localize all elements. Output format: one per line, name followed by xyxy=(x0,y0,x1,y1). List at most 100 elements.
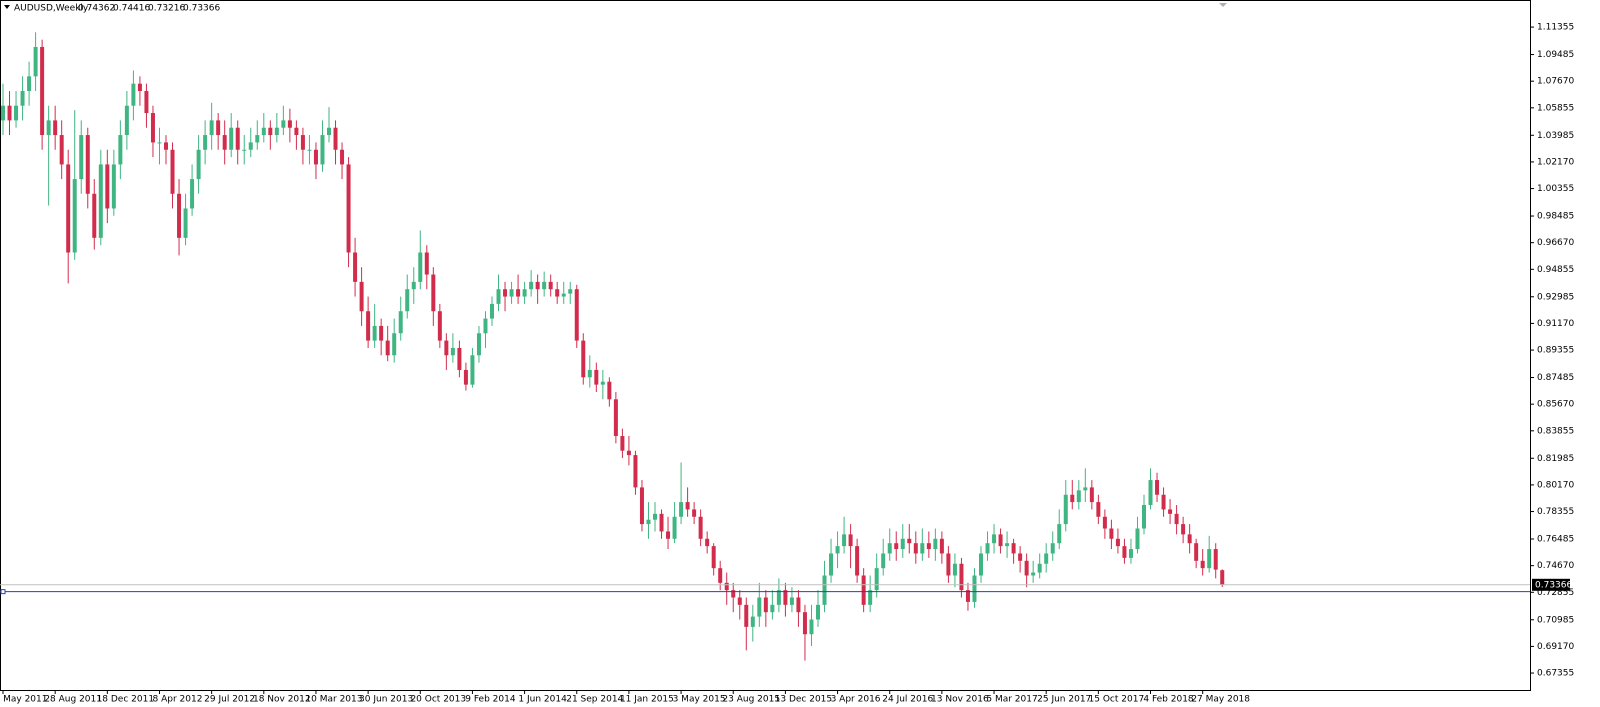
shift-marker xyxy=(1219,3,1227,7)
candle-body xyxy=(972,575,977,602)
candle-body xyxy=(98,164,103,238)
candle-body xyxy=(594,369,599,385)
candle-body xyxy=(874,568,879,591)
candle-body xyxy=(705,538,710,547)
candle-body xyxy=(1102,516,1107,529)
candle-body xyxy=(1076,490,1081,503)
candle-body xyxy=(587,369,592,378)
y-tick-label: 0.91170 xyxy=(1537,319,1574,329)
x-tick-label: 28 Aug 2011 xyxy=(44,695,102,705)
candle-body xyxy=(353,252,358,282)
candle-body xyxy=(242,149,247,151)
candle-body xyxy=(842,534,847,547)
candle-body xyxy=(1142,505,1146,529)
candle-body xyxy=(170,149,175,194)
y-tick-label: 1.11355 xyxy=(1537,23,1574,33)
y-tick-label: 0.69170 xyxy=(1537,642,1574,652)
candle-body xyxy=(183,208,188,238)
candle-body xyxy=(653,513,657,520)
candle-body xyxy=(750,616,755,627)
y-tick-label: 1.03985 xyxy=(1537,131,1574,141)
candle-body xyxy=(164,142,168,150)
candle-body xyxy=(1161,494,1166,510)
x-tick-label: 11 Jan 2015 xyxy=(620,695,674,705)
candle-body xyxy=(137,83,142,92)
candle-body xyxy=(731,590,736,598)
candle-body xyxy=(1005,543,1010,547)
candle-body xyxy=(79,135,84,180)
candle-body xyxy=(600,381,605,385)
candle-body xyxy=(1031,572,1036,576)
candle-body xyxy=(770,604,775,613)
candle-body xyxy=(868,590,873,605)
symbol-label: AUDUSD,Weekly xyxy=(14,4,89,14)
candle-body xyxy=(620,436,625,451)
candle-body xyxy=(1,105,5,121)
candle-body xyxy=(92,193,97,238)
candle-body xyxy=(1037,563,1042,573)
candle-body xyxy=(281,120,286,128)
x-tick-label: 8 Apr 2012 xyxy=(153,695,203,705)
candle-body xyxy=(379,325,384,341)
y-tick-label: 0.96670 xyxy=(1537,238,1574,248)
hline-handle xyxy=(0,589,6,595)
candle-body xyxy=(476,333,481,356)
candle-body xyxy=(535,281,540,290)
menu-arrow[interactable] xyxy=(4,5,10,9)
candle-body xyxy=(979,553,983,576)
price-tag xyxy=(1532,578,1570,591)
candle-body xyxy=(418,252,423,282)
candle-body xyxy=(718,568,723,583)
candle-body xyxy=(757,597,762,617)
header-values: 0.74362 0.74416 0.73216 0.73366 xyxy=(78,4,220,14)
candle-body xyxy=(1213,549,1218,570)
candle-body xyxy=(626,450,631,456)
candle-body xyxy=(27,76,32,92)
candle-body xyxy=(1115,538,1120,547)
x-tick-label: 4 Feb 2018 xyxy=(1143,695,1194,705)
x-tick-label: 3 Apr 2016 xyxy=(831,695,881,705)
candle-body xyxy=(405,289,410,312)
candle-body xyxy=(235,127,240,150)
candle-body xyxy=(1024,560,1029,576)
candle-body xyxy=(692,509,697,517)
candle-body xyxy=(933,538,938,550)
candle-body xyxy=(1044,553,1049,564)
plot-frame xyxy=(0,0,1531,691)
candle-body xyxy=(816,604,820,620)
candle-body xyxy=(431,274,436,312)
candle-body xyxy=(887,543,892,554)
y-tick-label: 0.78355 xyxy=(1537,507,1574,517)
candle-body xyxy=(737,597,742,605)
candle-body xyxy=(985,543,990,554)
candle-body xyxy=(131,83,136,106)
y-tick-label: 1.07670 xyxy=(1537,77,1574,87)
candle-body xyxy=(470,355,475,385)
x-tick-label: 18 Nov 2012 xyxy=(253,695,311,705)
candle-body xyxy=(920,543,925,554)
candle-body xyxy=(548,281,553,290)
candle-body xyxy=(926,543,931,550)
candle-body xyxy=(490,303,494,319)
candle-body xyxy=(307,149,312,151)
x-tick-label: 27 May 2018 xyxy=(1191,695,1250,705)
candle-body xyxy=(913,543,918,554)
candle-body xyxy=(53,120,58,136)
candle-body xyxy=(105,164,110,209)
candle-body xyxy=(809,619,814,635)
candle-body xyxy=(796,597,801,613)
candle-body xyxy=(1194,543,1199,561)
candle-body xyxy=(496,289,501,304)
candle-body xyxy=(274,127,279,136)
candle-body xyxy=(209,120,214,136)
candle-body xyxy=(1181,524,1186,535)
y-tick-label: 0.85670 xyxy=(1537,400,1574,410)
x-tick-label: 13 Nov 2016 xyxy=(931,695,989,705)
y-tick-label: 1.00355 xyxy=(1537,184,1574,194)
candle-body xyxy=(829,553,834,576)
candle-body xyxy=(503,289,508,297)
candle-body xyxy=(196,149,201,180)
candle-body xyxy=(855,546,860,576)
candle-body xyxy=(1155,480,1160,495)
